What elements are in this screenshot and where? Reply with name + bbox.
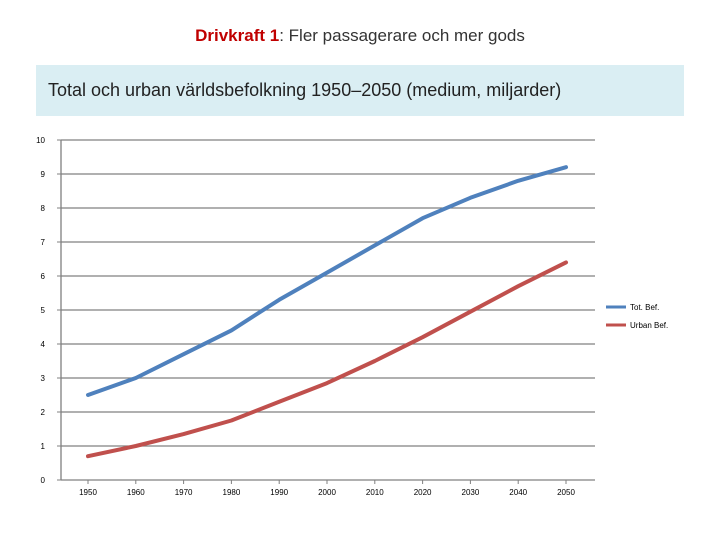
slide-title-emphasis: Drivkraft 1 — [195, 26, 280, 45]
x-tick-label-1960: 1960 — [127, 488, 145, 497]
y-tick-label-1: 1 — [41, 442, 46, 451]
x-tick-label-2030: 2030 — [462, 488, 480, 497]
y-tick-label-6: 6 — [41, 272, 46, 281]
y-tick-label-7: 7 — [41, 238, 46, 247]
y-tick-label-5: 5 — [41, 306, 46, 315]
slide-title-rest: : Fler passagerare och mer gods — [279, 26, 525, 45]
legend-label-urban-bef: Urban Bef. — [630, 321, 668, 330]
y-tick-label-8: 8 — [41, 204, 46, 213]
x-tick-label-1950: 1950 — [79, 488, 97, 497]
series-line-tot-bef — [86, 165, 568, 397]
y-tick-label-2: 2 — [41, 408, 46, 417]
y-tick-label-9: 9 — [41, 170, 46, 179]
x-tick-label-2050: 2050 — [557, 488, 575, 497]
y-tick-label-10: 10 — [36, 136, 45, 145]
x-tick-label-2000: 2000 — [318, 488, 336, 497]
x-tick-label-2020: 2020 — [414, 488, 432, 497]
chart-title-banner: Total och urban världsbefolkning 1950–20… — [36, 65, 684, 116]
y-tick-label-4: 4 — [41, 340, 46, 349]
y-tick-label-3: 3 — [41, 374, 46, 383]
chart-title: Total och urban världsbefolkning 1950–20… — [48, 80, 562, 100]
slide-title: Drivkraft 1: Fler passagerare och mer go… — [0, 26, 720, 46]
x-tick-label-2040: 2040 — [509, 488, 527, 497]
x-tick-label-1970: 1970 — [175, 488, 193, 497]
legend-label-tot-bef: Tot. Bef. — [630, 303, 659, 312]
y-tick-label-0: 0 — [41, 476, 46, 485]
x-tick-label-1990: 1990 — [270, 488, 288, 497]
x-tick-label-1980: 1980 — [223, 488, 241, 497]
series-line-urban-bef — [86, 260, 568, 459]
x-tick-label-2010: 2010 — [366, 488, 384, 497]
